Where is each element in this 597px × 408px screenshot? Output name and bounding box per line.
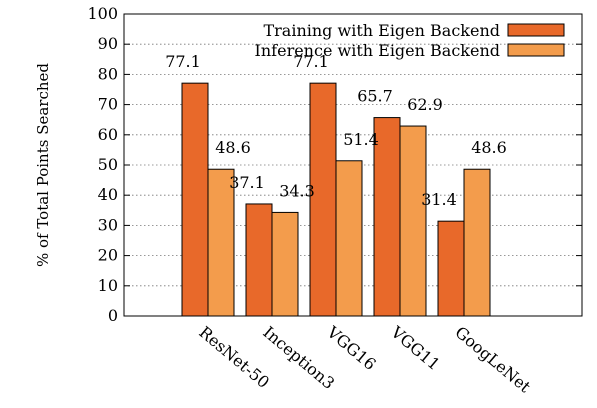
bar-inference	[335, 160, 363, 317]
data-label: 48.6	[215, 138, 251, 157]
bar-inference	[463, 168, 491, 317]
data-label: 77.1	[165, 52, 201, 71]
data-label: 62.9	[407, 95, 443, 114]
y-tick-label: 10	[98, 276, 118, 295]
data-label: 34.3	[279, 181, 315, 200]
x-tick-label: GoogLeNet	[451, 323, 534, 397]
legend-swatch	[507, 23, 565, 37]
bar-training	[245, 203, 273, 317]
bar-training	[181, 82, 209, 317]
y-tick-label: 90	[98, 34, 118, 53]
data-label: 31.4	[421, 190, 457, 209]
bar-training	[309, 82, 337, 317]
bar-inference	[399, 125, 427, 317]
y-tick-label: 30	[98, 215, 118, 234]
data-label: 48.6	[471, 138, 507, 157]
y-axis-ticks: 0 10 20 30 40 50 60 70 80 90 100	[87, 4, 582, 325]
y-tick-label: 40	[98, 185, 118, 204]
data-label: 65.7	[357, 87, 393, 106]
data-labels: 77.1 48.6 37.1 34.3 77.1 51.4 65.7 62.9 31.4 48.6	[165, 52, 507, 209]
x-tick-label: VGG16	[323, 322, 380, 374]
bars	[181, 82, 491, 317]
data-label: 51.4	[343, 130, 379, 149]
y-axis-label: % of Total Points Searched	[34, 63, 52, 267]
bar-training	[437, 220, 465, 317]
x-tick-label: VGG11	[387, 322, 444, 374]
legend-label: Inference with Eigen Backend	[255, 41, 500, 60]
legend-swatch	[507, 43, 565, 57]
data-label: 77.1	[293, 52, 329, 71]
legend-label: Training with Eigen Backend	[263, 21, 500, 40]
bar-inference	[207, 168, 235, 317]
y-tick-label: 60	[98, 125, 118, 144]
x-tick-label: ResNet-50	[195, 323, 273, 392]
y-tick-label: 80	[98, 64, 118, 83]
y-tick-label: 50	[98, 155, 118, 174]
y-tick-label: 100	[87, 4, 118, 23]
data-label: 37.1	[229, 173, 265, 192]
y-tick-label: 70	[98, 95, 118, 114]
y-tick-label: 20	[98, 246, 118, 265]
plot-frame	[123, 13, 583, 317]
bar-inference	[271, 211, 299, 317]
y-tick-label: 0	[108, 306, 118, 325]
